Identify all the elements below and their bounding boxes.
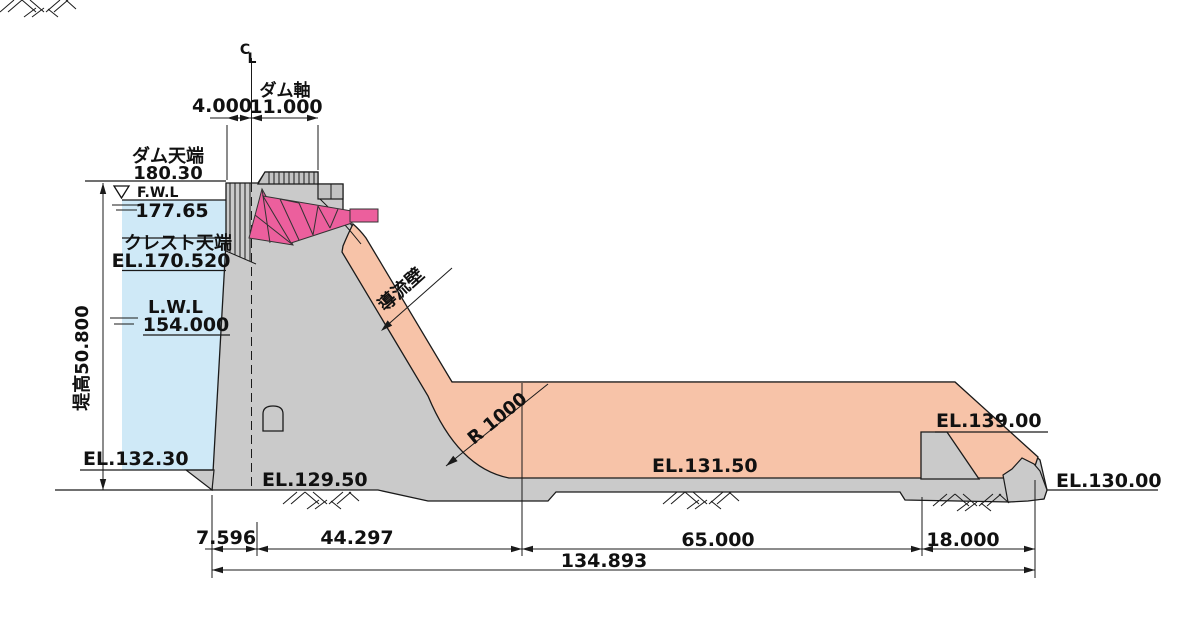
- gate-arm: [262, 195, 353, 244]
- ground-hatch-2: [662, 491, 740, 510]
- spillway-surface: [341, 222, 1039, 479]
- label-lwl-el: 154.000: [143, 314, 230, 336]
- training-wall-leader: [381, 267, 453, 331]
- ground-hatch-1: [282, 491, 360, 510]
- top-dimension: [210, 114, 319, 180]
- label-dam-axis: ダム軸: [260, 80, 311, 101]
- dim-label-4000: 4.000: [192, 95, 252, 117]
- bottom-dimension-row1: [205, 383, 1036, 578]
- centerline-symbol-l: L: [248, 51, 257, 67]
- label-lwl: L.W.L: [148, 297, 203, 318]
- label-el-131-50: EL.131.50: [652, 455, 758, 477]
- gate-bracing: [254, 188, 339, 246]
- water-level-triangle-icon: [112, 185, 131, 200]
- label-el-130-00: EL.130.00: [1056, 470, 1162, 492]
- dim-label-total-134893: 134.893: [561, 550, 648, 572]
- dim-label-11000: 11.000: [249, 96, 322, 118]
- crest-deck: [256, 171, 319, 185]
- downstream-mound: [1002, 457, 1048, 503]
- total-dimension: [212, 566, 1035, 574]
- label-dam-crest-el: 180.30: [133, 163, 202, 184]
- label-crest-top-el: EL.170.520: [112, 250, 231, 272]
- label-fwl-el: 177.65: [135, 200, 208, 222]
- height-dimension: [99, 183, 107, 490]
- dim-label-18000: 18.000: [926, 529, 999, 551]
- label-dam-height: 堤高50.800: [71, 305, 93, 410]
- dim-label-7596: 7.596: [196, 527, 256, 549]
- water-ripples-lwl: [110, 317, 138, 325]
- label-fwl: F.W.L: [137, 185, 178, 201]
- gate-trunnion: [349, 208, 379, 223]
- dam-heel: [184, 469, 215, 492]
- label-el-132-30: EL.132.30: [83, 448, 189, 470]
- label-crest-top: クレスト天端: [124, 233, 232, 254]
- label-dam-crest: ダム天端: [132, 145, 204, 167]
- dim-label-65000: 65.000: [681, 529, 754, 551]
- crest-deck-hatch: [268, 172, 315, 184]
- radius-leader: [445, 383, 549, 467]
- upstream-face-lines: [225, 183, 257, 265]
- label-el-129-50: EL.129.50: [262, 469, 368, 491]
- label-el-139-00: EL.139.00: [936, 410, 1042, 432]
- water-ripples-fwl: [112, 204, 141, 211]
- radial-gate: [248, 187, 379, 246]
- centerline-symbol-c: C: [240, 42, 250, 58]
- dim-label-44297: 44.297: [320, 527, 393, 549]
- gallery: [262, 405, 284, 432]
